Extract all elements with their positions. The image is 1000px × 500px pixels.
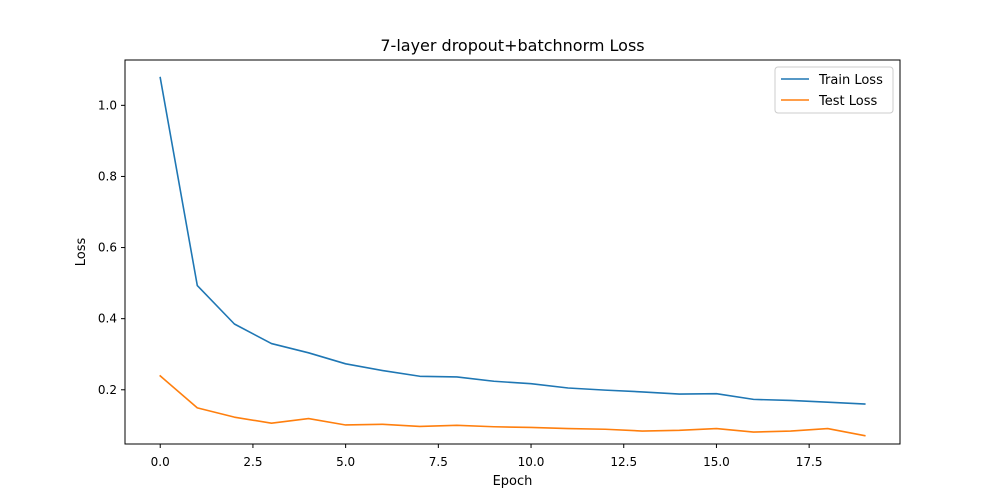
series-line-train-loss xyxy=(159,76,866,405)
chart-title: 7-layer dropout+batchnorm Loss xyxy=(380,36,644,55)
x-tick-label: 15.0 xyxy=(703,455,730,469)
legend: Train Loss Test Loss xyxy=(774,66,894,114)
legend-label: Train Loss xyxy=(818,73,883,88)
x-tick-label: 12.5 xyxy=(610,455,637,469)
x-tick-label: 5.0 xyxy=(336,455,355,469)
series-lines xyxy=(159,76,866,437)
y-axis-ticks: 0.2 0.4 0.6 0.8 1.0 xyxy=(98,98,125,397)
legend-label: Test Loss xyxy=(818,94,877,109)
x-tick-label: 10.0 xyxy=(518,455,545,469)
x-tick-label: 7.5 xyxy=(429,455,448,469)
x-axis-ticks: 0.0 2.5 5.0 7.5 10.0 12.5 15.0 17.5 xyxy=(151,444,823,469)
y-tick-label: 0.6 xyxy=(98,241,117,255)
plot-frame xyxy=(124,59,901,445)
x-tick-label: 2.5 xyxy=(243,455,262,469)
series-line-test-loss xyxy=(159,374,866,437)
y-tick-label: 0.4 xyxy=(98,312,117,326)
y-tick-label: 0.2 xyxy=(98,383,117,397)
y-tick-label: 0.8 xyxy=(98,169,117,183)
x-tick-label: 17.5 xyxy=(796,455,823,469)
x-tick-label: 0.0 xyxy=(151,455,170,469)
x-axis-label: Epoch xyxy=(493,474,533,489)
y-axis-label: Loss xyxy=(74,238,89,267)
y-tick-label: 1.0 xyxy=(98,98,117,112)
